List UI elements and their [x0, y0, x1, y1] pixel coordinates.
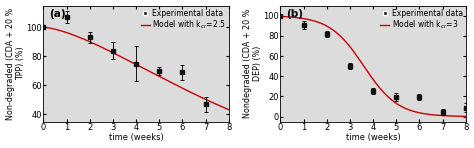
- X-axis label: time (weeks): time (weeks): [346, 133, 401, 142]
- Text: (a): (a): [49, 9, 66, 19]
- Legend: Experimental data, Model with k$_{cr}$=3: Experimental data, Model with k$_{cr}$=3: [379, 8, 464, 32]
- X-axis label: time (weeks): time (weeks): [109, 133, 164, 142]
- Y-axis label: Non-degraded (CDA + 20 % TPP) (%): Non-degraded (CDA + 20 % TPP) (%): [6, 8, 25, 120]
- Y-axis label: Nondegraded (CDA + 20 % DEP) (%): Nondegraded (CDA + 20 % DEP) (%): [243, 9, 262, 118]
- Text: (b): (b): [286, 9, 303, 19]
- Legend: Experimental data, Model with k$_{cr}$=2.5: Experimental data, Model with k$_{cr}$=2…: [140, 8, 227, 32]
